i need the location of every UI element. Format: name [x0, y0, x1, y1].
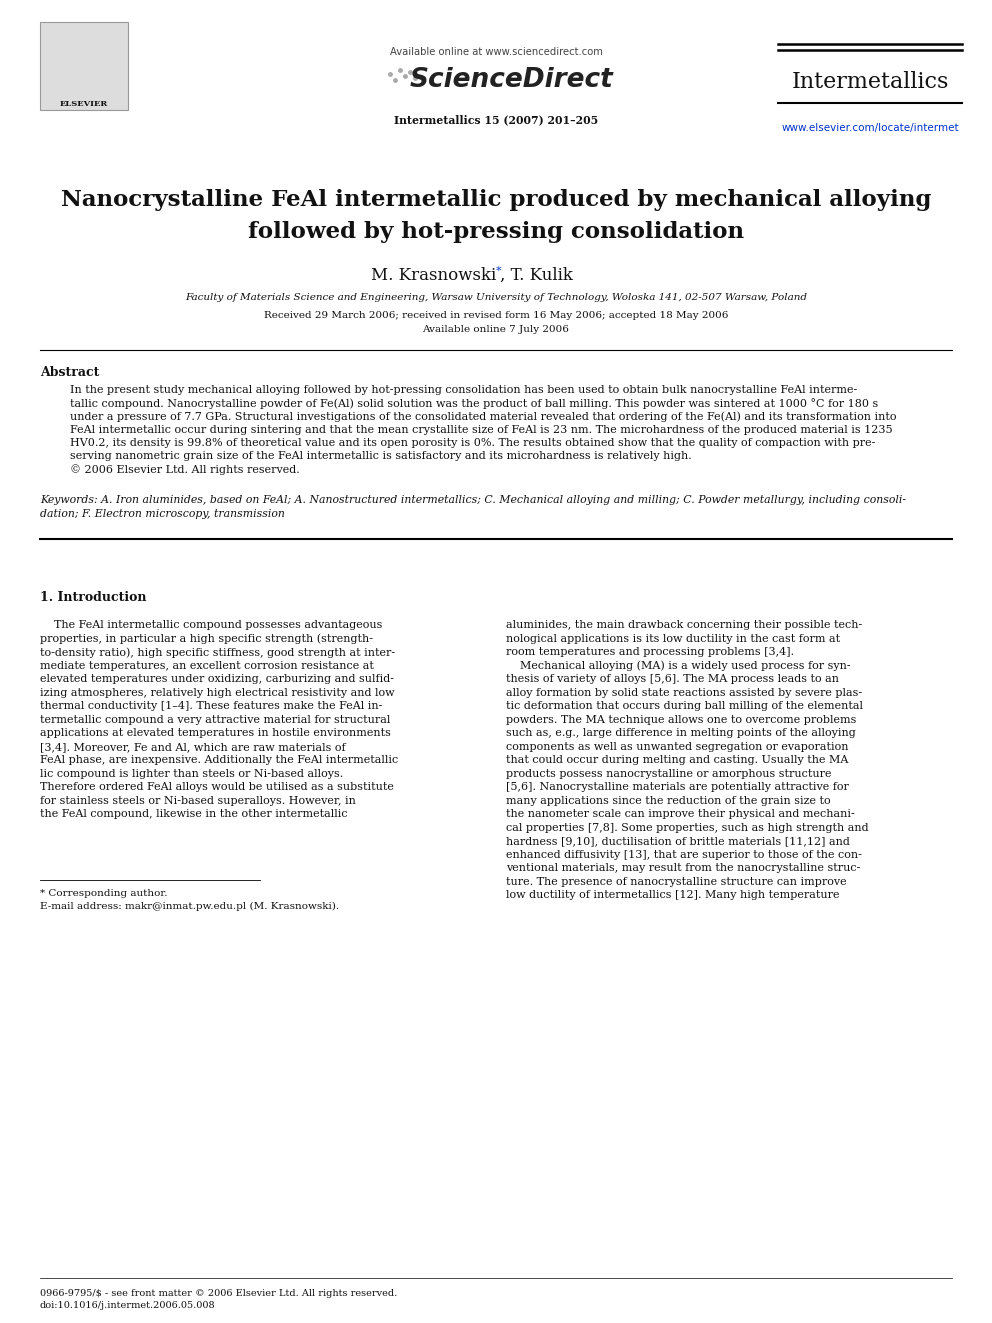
Text: HV0.2, its density is 99.8% of theoretical value and its open porosity is 0%. Th: HV0.2, its density is 99.8% of theoretic…: [70, 438, 875, 447]
Text: elevated temperatures under oxidizing, carburizing and sulfid-: elevated temperatures under oxidizing, c…: [40, 675, 394, 684]
Text: Received 29 March 2006; received in revised form 16 May 2006; accepted 18 May 20: Received 29 March 2006; received in revi…: [264, 311, 728, 320]
Text: Mechanical alloying (MA) is a widely used process for syn-: Mechanical alloying (MA) is a widely use…: [506, 660, 850, 671]
Text: to-density ratio), high specific stiffness, good strength at inter-: to-density ratio), high specific stiffne…: [40, 647, 395, 658]
Text: products possess nanocrystalline or amorphous structure: products possess nanocrystalline or amor…: [506, 769, 831, 779]
Text: followed by hot-pressing consolidation: followed by hot-pressing consolidation: [248, 221, 744, 243]
Text: The FeAl intermetallic compound possesses advantageous: The FeAl intermetallic compound possesse…: [40, 620, 382, 630]
Text: many applications since the reduction of the grain size to: many applications since the reduction of…: [506, 796, 830, 806]
Text: alloy formation by solid state reactions assisted by severe plas-: alloy formation by solid state reactions…: [506, 688, 862, 699]
Text: powders. The MA technique allows one to overcome problems: powders. The MA technique allows one to …: [506, 714, 856, 725]
Text: FeAl intermetallic occur during sintering and that the mean crystallite size of : FeAl intermetallic occur during sinterin…: [70, 425, 893, 434]
Text: www.elsevier.com/locate/intermet: www.elsevier.com/locate/intermet: [781, 123, 959, 134]
Text: the nanometer scale can improve their physical and mechani-: the nanometer scale can improve their ph…: [506, 810, 855, 819]
Text: M. Krasnowski: M. Krasnowski: [371, 266, 496, 283]
Text: Intermetallics 15 (2007) 201–205: Intermetallics 15 (2007) 201–205: [394, 115, 598, 126]
Text: * Corresponding author.: * Corresponding author.: [40, 889, 168, 898]
Text: cal properties [7,8]. Some properties, such as high strength and: cal properties [7,8]. Some properties, s…: [506, 823, 869, 833]
Text: ELSEVIER: ELSEVIER: [60, 101, 108, 108]
Text: Keywords: A. Iron aluminides, based on FeAl; A. Nanostructured intermetallics; C: Keywords: A. Iron aluminides, based on F…: [40, 495, 906, 505]
Text: thermal conductivity [1–4]. These features make the FeAl in-: thermal conductivity [1–4]. These featur…: [40, 701, 382, 712]
Text: *: *: [496, 266, 502, 277]
Text: ture. The presence of nanocrystalline structure can improve: ture. The presence of nanocrystalline st…: [506, 877, 846, 886]
Text: ScienceDirect: ScienceDirect: [409, 67, 613, 93]
Text: tallic compound. Nanocrystalline powder of Fe(Al) solid solution was the product: tallic compound. Nanocrystalline powder …: [70, 398, 878, 409]
Text: under a pressure of 7.7 GPa. Structural investigations of the consolidated mater: under a pressure of 7.7 GPa. Structural …: [70, 411, 897, 422]
Text: low ductility of intermetallics [12]. Many high temperature: low ductility of intermetallics [12]. Ma…: [506, 890, 839, 901]
Text: properties, in particular a high specific strength (strength-: properties, in particular a high specifi…: [40, 634, 373, 644]
Text: hardness [9,10], ductilisation of brittle materials [11,12] and: hardness [9,10], ductilisation of brittl…: [506, 836, 850, 847]
Text: 1. Introduction: 1. Introduction: [40, 591, 147, 603]
Text: [3,4]. Moreover, Fe and Al, which are raw materials of: [3,4]. Moreover, Fe and Al, which are ra…: [40, 742, 345, 751]
Text: Therefore ordered FeAl alloys would be utilised as a substitute: Therefore ordered FeAl alloys would be u…: [40, 782, 394, 792]
Text: © 2006 Elsevier Ltd. All rights reserved.: © 2006 Elsevier Ltd. All rights reserved…: [70, 464, 300, 475]
Text: In the present study mechanical alloying followed by hot-pressing consolidation : In the present study mechanical alloying…: [70, 385, 857, 396]
Text: dation; F. Electron microscopy, transmission: dation; F. Electron microscopy, transmis…: [40, 509, 285, 519]
Text: enhanced diffusivity [13], that are superior to those of the con-: enhanced diffusivity [13], that are supe…: [506, 849, 862, 860]
Text: room temperatures and processing problems [3,4].: room temperatures and processing problem…: [506, 647, 795, 658]
Text: thesis of variety of alloys [5,6]. The MA process leads to an: thesis of variety of alloys [5,6]. The M…: [506, 675, 839, 684]
Text: izing atmospheres, relatively high electrical resistivity and low: izing atmospheres, relatively high elect…: [40, 688, 395, 699]
Text: tic deformation that occurs during ball milling of the elemental: tic deformation that occurs during ball …: [506, 701, 863, 712]
Text: lic compound is lighter than steels or Ni-based alloys.: lic compound is lighter than steels or N…: [40, 769, 343, 779]
Text: FeAl phase, are inexpensive. Additionally the FeAl intermetallic: FeAl phase, are inexpensive. Additionall…: [40, 755, 398, 766]
Text: Nanocrystalline FeAl intermetallic produced by mechanical alloying: Nanocrystalline FeAl intermetallic produ…: [61, 189, 931, 210]
Text: Intermetallics: Intermetallics: [792, 71, 948, 93]
Text: such as, e.g., large difference in melting points of the alloying: such as, e.g., large difference in melti…: [506, 729, 856, 738]
Text: serving nanometric grain size of the FeAl intermetallic is satisfactory and its : serving nanometric grain size of the FeA…: [70, 451, 691, 460]
Text: mediate temperatures, an excellent corrosion resistance at: mediate temperatures, an excellent corro…: [40, 662, 374, 671]
Text: aluminides, the main drawback concerning their possible tech-: aluminides, the main drawback concerning…: [506, 620, 862, 630]
Text: termetallic compound a very attractive material for structural: termetallic compound a very attractive m…: [40, 714, 391, 725]
Text: E-mail address: makr@inmat.pw.edu.pl (M. Krasnowski).: E-mail address: makr@inmat.pw.edu.pl (M.…: [40, 902, 339, 912]
Text: [5,6]. Nanocrystalline materials are potentially attractive for: [5,6]. Nanocrystalline materials are pot…: [506, 782, 849, 792]
Text: components as well as unwanted segregation or evaporation: components as well as unwanted segregati…: [506, 742, 848, 751]
Text: Abstract: Abstract: [40, 366, 99, 380]
Text: applications at elevated temperatures in hostile environments: applications at elevated temperatures in…: [40, 729, 391, 738]
Text: 0966-9795/$ - see front matter © 2006 Elsevier Ltd. All rights reserved.: 0966-9795/$ - see front matter © 2006 El…: [40, 1289, 397, 1298]
Text: that could occur during melting and casting. Usually the MA: that could occur during melting and cast…: [506, 755, 848, 766]
Text: the FeAl compound, likewise in the other intermetallic: the FeAl compound, likewise in the other…: [40, 810, 347, 819]
Text: ventional materials, may result from the nanocrystalline struc-: ventional materials, may result from the…: [506, 864, 860, 873]
Text: doi:10.1016/j.intermet.2006.05.008: doi:10.1016/j.intermet.2006.05.008: [40, 1302, 215, 1311]
Text: , T. Kulik: , T. Kulik: [500, 266, 572, 283]
Text: for stainless steels or Ni-based superalloys. However, in: for stainless steels or Ni-based superal…: [40, 796, 356, 806]
Text: Faculty of Materials Science and Engineering, Warsaw University of Technology, W: Faculty of Materials Science and Enginee…: [185, 294, 807, 303]
Text: Available online 7 July 2006: Available online 7 July 2006: [423, 325, 569, 335]
FancyBboxPatch shape: [40, 22, 128, 110]
Text: Available online at www.sciencedirect.com: Available online at www.sciencedirect.co…: [390, 48, 602, 57]
Text: nological applications is its low ductility in the cast form at: nological applications is its low ductil…: [506, 634, 840, 644]
